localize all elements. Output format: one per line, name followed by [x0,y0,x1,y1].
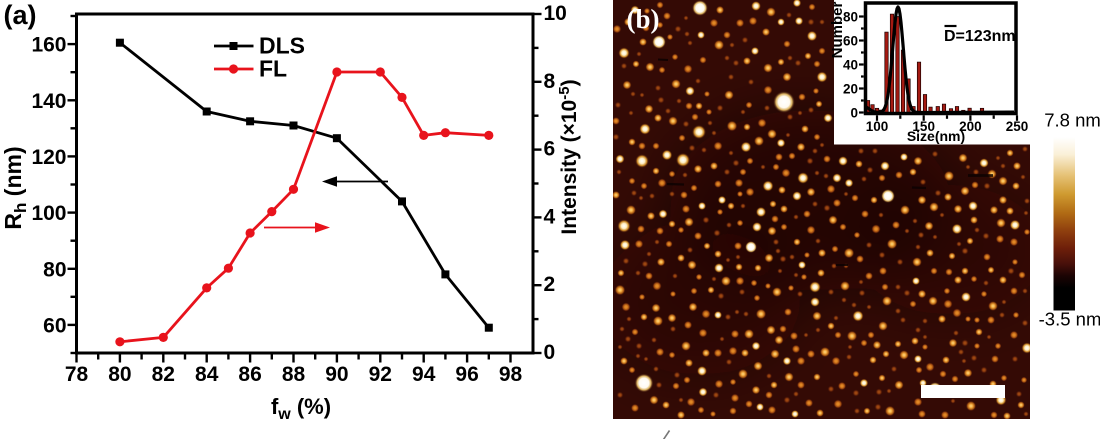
svg-text:60: 60 [43,314,66,337]
svg-text:DLS: DLS [259,33,305,59]
svg-text:90: 90 [325,363,348,386]
svg-text:200: 200 [959,119,982,134]
svg-text:Number: Number [829,2,846,59]
svg-text:40: 40 [843,57,858,72]
svg-text:4: 4 [544,205,556,228]
svg-text:100: 100 [31,202,66,225]
svg-text:-3.5 nm: -3.5 nm [1039,309,1100,330]
svg-text:140: 140 [31,90,66,113]
svg-text:100: 100 [866,119,889,134]
svg-text:160: 160 [31,34,66,57]
svg-text:80: 80 [843,9,858,24]
svg-text:D=123nm: D=123nm [944,28,1016,45]
svg-text:88: 88 [282,363,306,386]
svg-text:(a): (a) [4,0,37,30]
svg-text:94: 94 [412,363,436,386]
svg-text:20: 20 [843,81,858,96]
svg-text:fw (%): fw (%) [271,394,331,423]
svg-text:Intensity (×10-5): Intensity (×10-5) [556,79,581,234]
svg-text:120: 120 [31,146,66,169]
svg-text:150: 150 [912,119,935,134]
svg-text:86: 86 [238,363,261,386]
svg-text:84: 84 [195,363,219,386]
svg-text:6: 6 [544,138,556,161]
svg-text:0: 0 [850,105,858,120]
svg-text:80: 80 [43,258,66,281]
svg-text:2: 2 [544,273,556,296]
svg-text:Rh (nm): Rh (nm) [0,146,30,229]
svg-text:250: 250 [1006,119,1029,134]
svg-text:(b): (b) [627,4,660,34]
svg-text:10: 10 [544,2,567,25]
svg-text:82: 82 [152,363,175,386]
svg-text:98: 98 [499,363,523,386]
svg-text:96: 96 [455,363,478,386]
svg-text:92: 92 [369,363,392,386]
svg-text:60: 60 [843,33,858,48]
svg-text:FL: FL [259,56,287,82]
svg-text:0: 0 [544,341,556,364]
svg-text:78: 78 [65,363,89,386]
svg-text:7.8 nm: 7.8 nm [1044,110,1100,131]
svg-text:Size(nm): Size(nm) [907,128,965,144]
svg-text:8: 8 [544,70,556,93]
svg-text:80: 80 [108,363,131,386]
